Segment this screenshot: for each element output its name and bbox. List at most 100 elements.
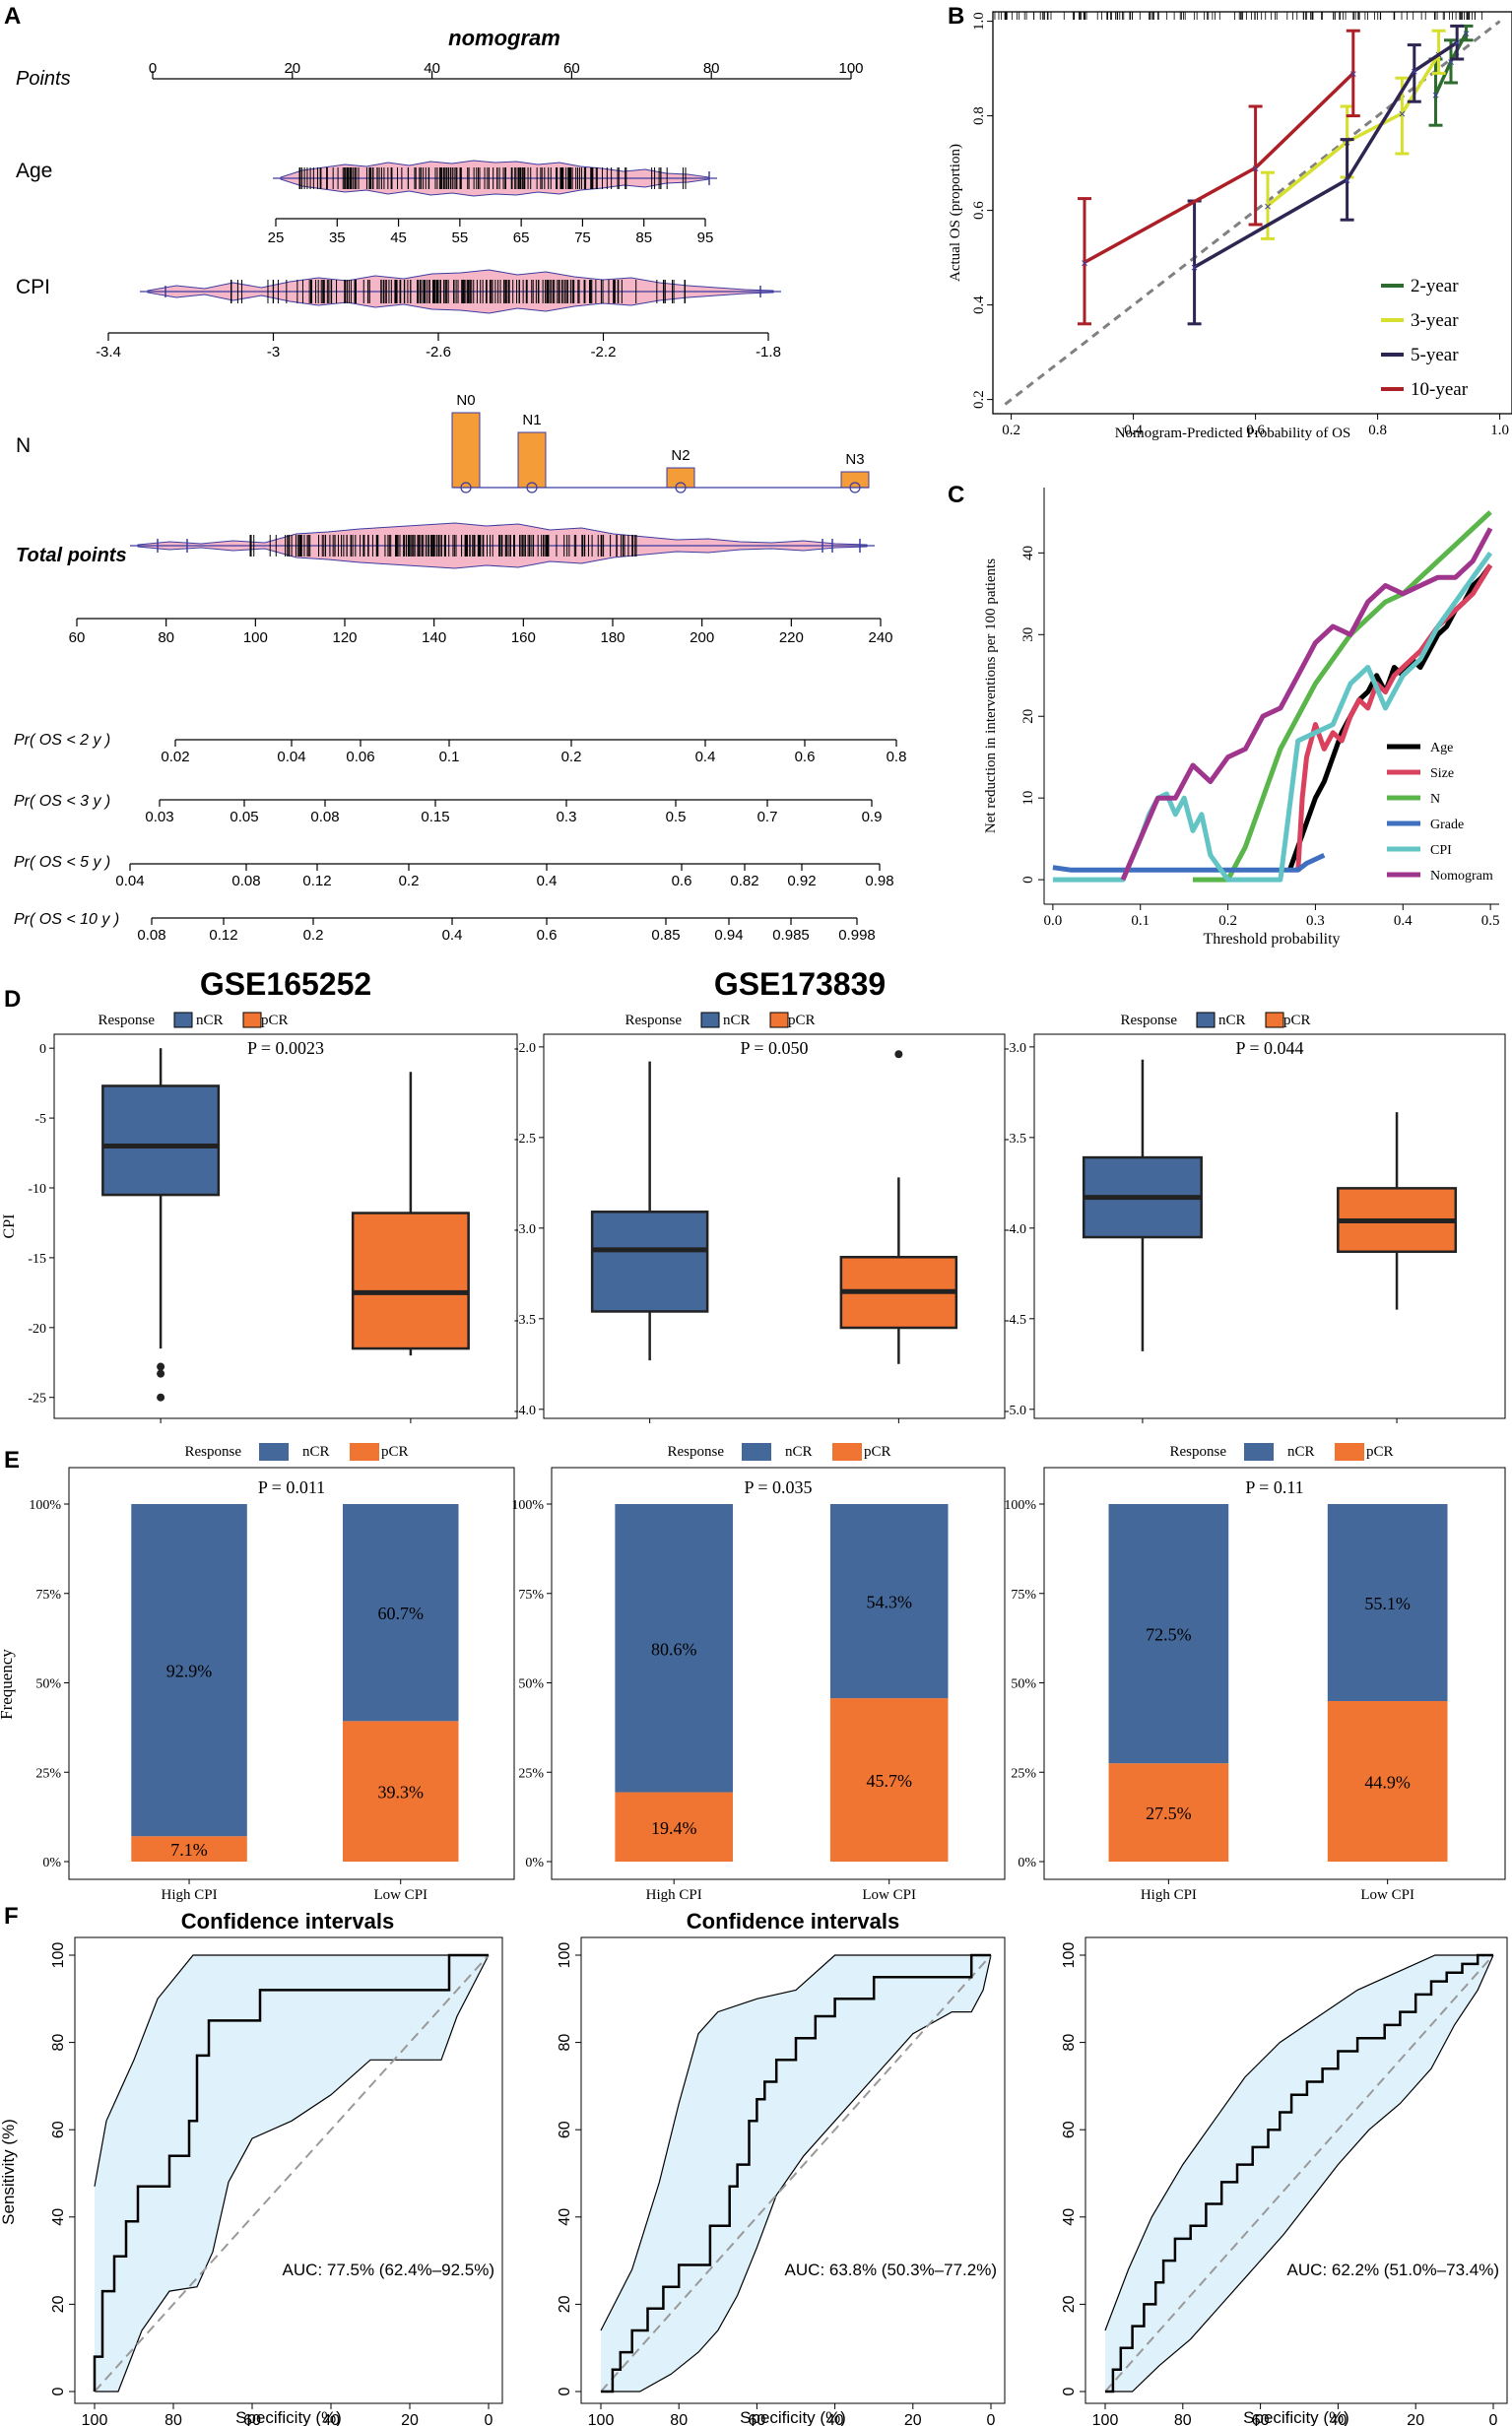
panel-label-f: F (4, 1903, 19, 1930)
roc-y-tick-label: 100 (50, 1942, 67, 1969)
bar-legend-title: Response (185, 1444, 242, 1460)
dca-x-tick-label: 0.1 (1131, 913, 1150, 929)
box-y-tick-label: -25 (28, 1392, 46, 1407)
roc-frame (74, 1936, 503, 2404)
panel-label-d: D (4, 986, 21, 1013)
box-y-tick-label: -5.0 (1005, 1404, 1026, 1418)
dca-line-cpi (1052, 551, 1493, 883)
calibration-frame (992, 11, 1512, 415)
bar-y-tick-label: 25% (518, 1766, 544, 1781)
bar-y-tick-label: 50% (1011, 1677, 1036, 1692)
calibration-ideal-line (1004, 20, 1501, 406)
roc-y-tick-label: 80 (50, 2034, 67, 2052)
calibration-point-marker: × (1432, 88, 1440, 102)
box-outlier (157, 1369, 165, 1378)
age-tick-label: 35 (329, 229, 346, 246)
age-tick-label: 55 (452, 229, 469, 246)
box-y-tick-label: -2.5 (514, 1132, 536, 1147)
pr5-tick-label: 0.92 (787, 873, 816, 889)
roc-y-tick-label: 0 (50, 2387, 67, 2395)
bar-frame (551, 1467, 1006, 1880)
pr5-tick-label: 0.4 (537, 873, 558, 889)
dca-legend-label: Nomogram (1430, 869, 1493, 884)
roc-ci-lower (601, 1954, 992, 2393)
age-tick-label: 45 (390, 229, 407, 246)
dca-line-n (1193, 510, 1492, 883)
pr2-tick-label: 0.4 (695, 749, 716, 765)
roc-y-tick-label: 80 (1061, 2034, 1078, 2052)
box-pvalue: P = 0.0023 (247, 1038, 324, 1058)
calibration-y-tick-label: 0.2 (971, 390, 987, 409)
box-legend-label: nCR (196, 1013, 224, 1028)
box-legend-title: Response (99, 1013, 156, 1028)
dca-line-nomogram (1120, 527, 1493, 882)
box-frame (53, 1033, 518, 1419)
calibration-legend-label: 5-year (1411, 345, 1459, 365)
total-tick-label: 220 (779, 629, 804, 646)
bar-pcr-segment (1108, 1763, 1229, 1862)
bar-ncr-label: 60.7% (377, 1604, 424, 1623)
pr10-tick-label: 0.08 (137, 927, 165, 944)
bar-legend-label: nCR (1287, 1444, 1315, 1460)
roc-curve (93, 1953, 489, 2392)
n-bar-label: N3 (845, 451, 864, 468)
box-pcr (351, 1212, 470, 1350)
nomo-label-points: Points (16, 68, 71, 90)
box-legend-label: nCR (1218, 1013, 1246, 1028)
roc-x-tick-label: 0 (1489, 2412, 1498, 2426)
dca-y-tick-label: 20 (1020, 709, 1036, 724)
nomo-label-pr2: Pr( OS < 2 y ) (14, 732, 110, 749)
calibration-line-5-year (1193, 40, 1459, 269)
dca-y-tick-label: 0 (1020, 876, 1036, 884)
dca-legend-label: Age (1430, 741, 1453, 755)
calibration-y-tick-label: 0.6 (971, 201, 987, 220)
bar-y-tick-label: 0% (525, 1856, 544, 1870)
box-y-tick-label: -10 (28, 1182, 46, 1197)
box-frame (1033, 1033, 1506, 1419)
total-tick-label: 60 (69, 629, 86, 646)
roc-y-tick-label: 40 (1061, 2208, 1078, 2226)
bar-ncr-label: 92.9% (166, 1662, 213, 1681)
box-legend-swatch-ncr (173, 1012, 193, 1028)
pr5-tick-label: 0.98 (865, 873, 893, 889)
pr10-tick-label: 0.4 (442, 927, 463, 944)
calibration-point-marker: × (1453, 35, 1461, 50)
pr2-tick-label: 0.04 (277, 749, 305, 765)
calibration-y-tick-label: 0.8 (971, 106, 987, 125)
pr5-tick-label: 0.12 (302, 873, 331, 889)
roc-x-tick-label: 60 (243, 2412, 261, 2426)
panel-label-c: C (948, 482, 964, 508)
roc-title-2: Confidence intervals (687, 1909, 899, 1934)
bar-legend-label: nCR (302, 1444, 330, 1460)
dca-legend-label: N (1430, 792, 1440, 807)
calibration-point-marker: × (1081, 255, 1088, 270)
box-outlier (894, 1050, 903, 1059)
bar-pcr-segment (615, 1792, 733, 1862)
roc-diagonal (94, 1954, 490, 2393)
calibration-point-marker: × (1191, 260, 1199, 275)
age-tick-label: 85 (635, 229, 652, 246)
pr10-tick-label: 0.94 (714, 927, 743, 944)
dca-y-label: Net reduction in interventions per 100 p… (983, 558, 999, 833)
box-legend-title: Response (625, 1013, 683, 1028)
n-bar-n0 (451, 412, 481, 489)
roc-x-tick-label: 40 (1330, 2412, 1348, 2426)
bar-x-tick-label: Low CPI (1360, 1887, 1414, 1903)
total-tick-label: 140 (422, 629, 446, 646)
calibration-rug (994, 12, 1482, 20)
bar-ncr-segment (1327, 1504, 1448, 1702)
nomo-label-total: Total points (16, 545, 127, 566)
bar-y-tick-label: 0% (42, 1856, 61, 1870)
pr3-tick-label: 0.3 (557, 809, 577, 825)
calibration-point-marker: × (1411, 64, 1418, 79)
roc-diagonal (1104, 1954, 1494, 2393)
roc-x-tick-label: 40 (322, 2412, 340, 2426)
bar-y-tick-label: 100% (29, 1498, 61, 1513)
box-legend-label: pCR (1283, 1013, 1311, 1028)
bar-legend-swatch-pcr (832, 1443, 862, 1461)
bar-frame (1043, 1467, 1506, 1880)
pr10-tick-label: 0.2 (303, 927, 324, 944)
pr5-tick-label: 0.6 (672, 873, 692, 889)
box-legend-swatch-pcr (242, 1012, 262, 1028)
total-tick-label: 80 (158, 629, 174, 646)
